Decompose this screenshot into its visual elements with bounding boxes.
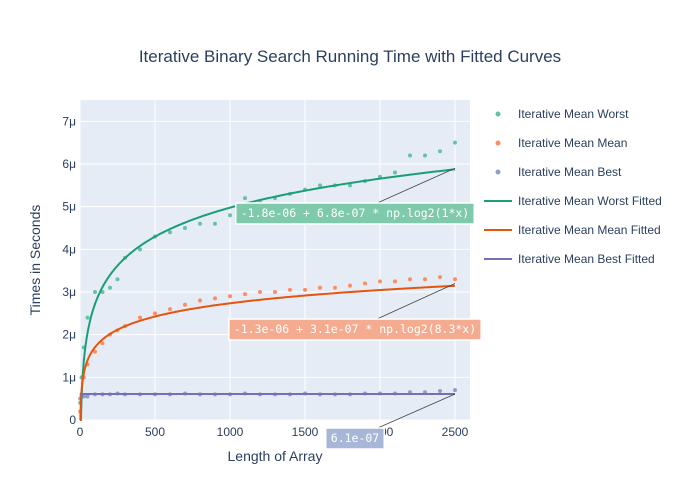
x-tick-label: 500 (145, 425, 165, 439)
x-tick-label: 1500 (292, 425, 319, 439)
data-point (288, 287, 292, 292)
y-tick-label: 4μ (62, 242, 76, 256)
fit-annotation: -1.3e-06 + 3.1e-07 * np.log2(8.3*x) (228, 283, 482, 341)
data-point (438, 149, 442, 154)
fit-annotation: 6.1e-07 (325, 393, 456, 450)
chart-title: Iterative Binary Search Running Time wit… (139, 47, 561, 66)
x-tick-label: 0 (77, 425, 84, 439)
data-point (153, 311, 157, 316)
data-point (198, 298, 202, 303)
data-point (453, 388, 457, 393)
legend-marker (495, 140, 501, 146)
fit-annotation: -1.8e-06 + 6.8e-07 * np.log2(1*x) (235, 167, 475, 225)
data-point (453, 140, 457, 145)
legend-item[interactable]: Iterative Mean Worst (495, 107, 630, 121)
data-point (183, 302, 187, 307)
legend[interactable]: Iterative Mean Worst Iterative Mean Mean I… (484, 107, 662, 266)
legend-label: Iterative Mean Best Fitted (518, 252, 655, 266)
y-tick-label: 7μ (62, 114, 76, 128)
plot-area (80, 100, 470, 420)
legend-item[interactable]: Iterative Mean Best (495, 165, 623, 179)
data-point (243, 292, 247, 297)
legend-label: Iterative Mean Worst (518, 107, 629, 121)
data-point (393, 279, 397, 284)
y-tick-label: 5μ (62, 200, 76, 214)
data-point (168, 230, 172, 235)
grid (79, 100, 470, 421)
legend-marker (495, 111, 501, 117)
data-point (393, 170, 397, 175)
fit-curves (79, 168, 456, 421)
data-point (318, 183, 322, 188)
data-point (348, 183, 352, 188)
data-point (438, 275, 442, 280)
fit-line (79, 168, 456, 421)
data-point (138, 247, 142, 252)
x-axis-title: Length of Array (228, 448, 323, 464)
x-axis-ticks: 05001000150020002500 (77, 425, 469, 439)
data-point (423, 153, 427, 158)
data-point (138, 315, 142, 320)
legend-label: Iterative Mean Mean Fitted (518, 223, 661, 237)
data-point (93, 349, 97, 354)
data-point (85, 315, 90, 320)
data-point (228, 294, 232, 299)
legend-item[interactable]: Iterative Mean Mean (495, 136, 628, 150)
data-point (108, 285, 112, 290)
data-point (423, 277, 427, 282)
data-point (198, 221, 202, 226)
data-point (348, 283, 352, 288)
legend-label: Iterative Mean Best (518, 165, 622, 179)
data-point (333, 285, 337, 290)
annotation-box (235, 202, 475, 225)
legend-item[interactable]: Iterative Mean Best Fitted (484, 252, 655, 266)
y-axis-title: Times in Seconds (27, 205, 43, 316)
data-point (453, 277, 457, 282)
legend-marker (495, 169, 501, 175)
legend-item[interactable]: Iterative Mean Worst Fitted (484, 194, 662, 208)
data-point (115, 277, 120, 282)
data-point (213, 296, 217, 301)
y-tick-label: 3μ (62, 285, 76, 299)
data-point (258, 290, 262, 294)
data-point (273, 290, 277, 294)
data-point (85, 394, 90, 399)
y-tick-label: 1μ (62, 370, 76, 384)
data-point (438, 388, 442, 393)
data-point (183, 226, 187, 230)
data-point (408, 277, 412, 282)
data-point (228, 213, 232, 218)
annotation-box (325, 427, 385, 450)
annotation-text: -1.8e-06 + 6.8e-07 * np.log2(1*x) (241, 206, 469, 220)
data-point (168, 307, 172, 312)
data-point (378, 279, 382, 284)
data-point (363, 281, 367, 286)
legend-item[interactable]: Iterative Mean Mean Fitted (484, 223, 661, 237)
annotation-box (228, 318, 482, 341)
data-point (93, 290, 97, 294)
y-tick-label: 2μ (62, 328, 76, 342)
fit-line (79, 284, 456, 421)
x-tick-label: 2500 (442, 425, 469, 439)
fit-annotations: -1.8e-06 + 6.8e-07 * np.log2(1*x) -1.3e-0… (228, 167, 482, 450)
y-tick-label: 6μ (62, 157, 76, 171)
data-point (408, 153, 412, 158)
data-point (303, 287, 307, 292)
data-point (100, 341, 105, 346)
data-point (243, 196, 247, 201)
data-point (213, 221, 217, 226)
data-point (81, 394, 86, 399)
annotation-text: -1.3e-06 + 3.1e-07 * np.log2(8.3*x) (234, 322, 476, 336)
annotation-text: 6.1e-07 (331, 431, 380, 445)
x-tick-label: 1000 (217, 425, 244, 439)
y-axis-ticks: 0 1μ 2μ 3μ 4μ 5μ 6μ 7μ (62, 114, 76, 427)
legend-label: Iterative Mean Worst Fitted (518, 194, 662, 208)
data-point (318, 285, 322, 290)
y-tick-label: 0 (69, 413, 76, 427)
legend-label: Iterative Mean Mean (518, 136, 627, 150)
